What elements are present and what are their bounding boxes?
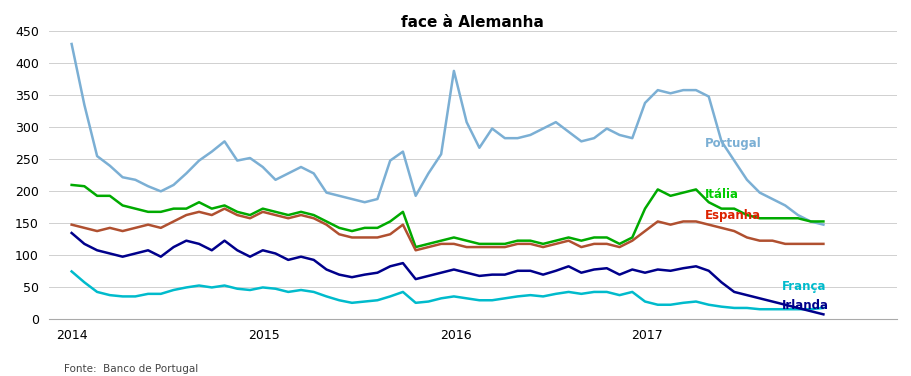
- Text: Fonte:  Banco de Portugal: Fonte: Banco de Portugal: [64, 364, 198, 374]
- Text: Itália: Itália: [704, 188, 738, 201]
- Text: Portugal: Portugal: [704, 137, 761, 150]
- Text: França: França: [781, 280, 825, 293]
- Text: Irlanda: Irlanda: [781, 299, 828, 312]
- Text: Espanha: Espanha: [704, 209, 761, 222]
- Title: face à Alemanha: face à Alemanha: [401, 15, 544, 30]
